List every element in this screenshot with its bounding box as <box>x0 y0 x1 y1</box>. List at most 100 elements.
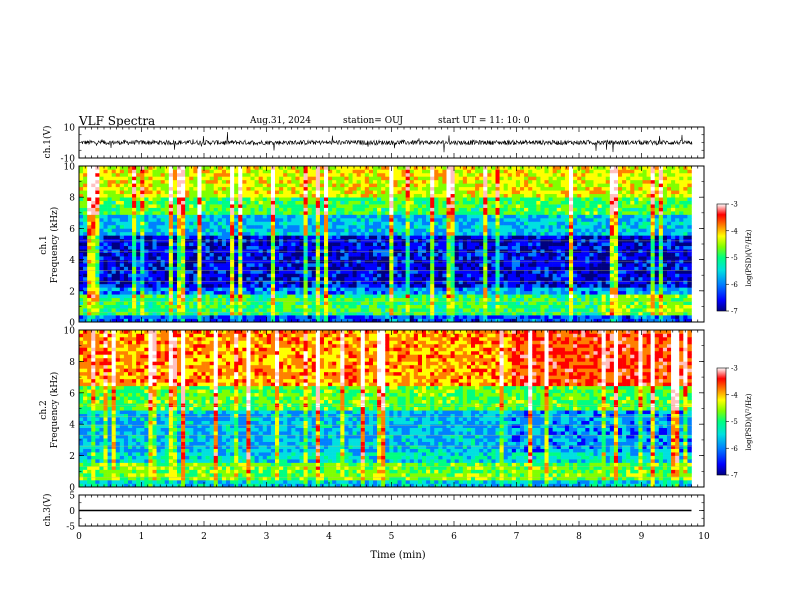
spectrogram-cell <box>136 186 141 191</box>
spectrogram-cell <box>123 211 129 215</box>
spectrogram-cell <box>213 280 219 285</box>
spectrogram-cell <box>381 311 386 316</box>
spectrogram-cell <box>417 287 423 292</box>
spectrogram-cell <box>319 235 325 240</box>
spectrogram-cell <box>87 169 92 174</box>
spectrogram-cell <box>83 211 88 215</box>
spectrogram-cell <box>181 166 186 170</box>
spectrogram-cell <box>303 211 308 215</box>
spectrogram-cell <box>83 311 88 316</box>
spectrogram-cell <box>291 166 296 170</box>
spectrogram-cell <box>291 270 296 274</box>
spectrogram-cell <box>303 315 308 319</box>
spectrogram-cell <box>266 218 272 222</box>
spectrogram-cell <box>307 245 313 250</box>
spectrogram-cell <box>462 315 468 319</box>
spectrogram-cell <box>136 214 141 219</box>
spectrogram-cell <box>409 315 415 319</box>
spectrogram-cell <box>230 193 235 198</box>
spectrogram-cell <box>401 256 406 260</box>
spectrogram-cell <box>217 294 223 299</box>
spectrogram-cell <box>83 172 88 177</box>
spectrogram-cell <box>246 252 251 257</box>
spectrogram-cell <box>144 183 149 188</box>
spectrogram-cell <box>446 273 451 278</box>
spectrogram-cell <box>450 294 455 299</box>
spectrogram-cell <box>254 207 259 212</box>
spectrogram-cell <box>507 294 513 299</box>
spectrogram-cell <box>144 166 149 170</box>
spectrogram-cell <box>213 249 219 253</box>
spectrogram-cell <box>275 172 280 177</box>
spectrogram-cell <box>348 294 353 299</box>
spectrogram-cell <box>193 200 198 205</box>
spectrogram-cell <box>483 283 488 288</box>
spectrogram-cell <box>177 294 182 299</box>
spectrogram-cell <box>303 224 308 229</box>
spectrogram-cell <box>426 256 431 260</box>
spectrogram-cell <box>217 297 223 302</box>
spectrogram-cell <box>177 242 182 247</box>
spectrogram-cell <box>475 256 480 260</box>
spectrogram-cell <box>205 259 210 264</box>
spectrogram-cell <box>172 207 178 212</box>
spectrogram-cell <box>266 252 272 257</box>
spectrogram-cell <box>136 204 141 208</box>
spectrogram-cell <box>360 280 366 285</box>
spectrogram-cell <box>95 193 100 198</box>
spectrogram-cell <box>287 283 292 288</box>
spectrogram-cell <box>185 166 190 170</box>
spectrogram-cell <box>340 273 345 278</box>
spectrogram-cell <box>430 276 435 281</box>
spectrogram-cell <box>238 273 243 278</box>
spectrogram-cell <box>364 256 370 260</box>
spectrogram-cell <box>340 256 345 260</box>
spectrogram-cell <box>128 179 133 184</box>
spectrogram-cell <box>426 200 431 205</box>
spectrogram-cell <box>91 179 96 184</box>
spectrogram-cell <box>250 183 255 188</box>
spectrogram-cell <box>450 283 455 288</box>
spectrogram-cell <box>319 283 325 288</box>
spectrogram-cell <box>111 318 117 323</box>
spectrogram-cell <box>103 252 108 257</box>
spectrogram-cell <box>246 193 251 198</box>
spectrogram-cell <box>405 218 411 222</box>
spectrogram-cell <box>205 186 210 191</box>
spectrogram-cell <box>487 297 492 302</box>
spectrogram-cell <box>307 221 313 226</box>
spectrogram-cell <box>385 179 390 184</box>
spectrogram-cell <box>462 245 468 250</box>
spectrogram-cell <box>422 179 427 184</box>
spectrogram-cell <box>168 252 174 257</box>
spectrogram-cell <box>315 197 321 201</box>
spectrogram-cell <box>413 235 419 240</box>
spectrogram-cell <box>373 304 378 309</box>
spectrogram-cell <box>234 193 239 198</box>
spectrogram-cell <box>238 197 243 201</box>
spectrogram-cell <box>226 242 231 247</box>
spectrogram-cell <box>172 259 178 264</box>
station-label: station= OUJ <box>343 116 404 126</box>
spectrogram-cell <box>348 301 353 305</box>
spectrogram-cell <box>475 186 480 191</box>
spectrogram-cell <box>181 245 186 250</box>
spectrogram-cell <box>275 304 280 309</box>
spectrogram-cell <box>123 294 129 299</box>
spectrogram-cell <box>503 207 509 212</box>
spectrogram-cell <box>356 183 362 188</box>
spectrogram-cell <box>344 186 349 191</box>
spectrogram-cell <box>405 197 411 201</box>
spectrogram-cell <box>344 311 349 316</box>
spectrogram-cell <box>360 200 366 205</box>
spectrogram-cell <box>434 200 439 205</box>
spectrogram-cell <box>311 204 317 208</box>
spectrogram-cell <box>491 190 496 195</box>
spectrogram-cell <box>128 211 133 215</box>
spectrogram-cell <box>332 190 337 195</box>
spectrogram-cell <box>495 249 500 253</box>
spectrogram-cell <box>479 304 484 309</box>
spectrogram-cell <box>471 214 476 219</box>
spectrogram-cell <box>450 183 455 188</box>
spectrogram-cell <box>123 242 129 247</box>
